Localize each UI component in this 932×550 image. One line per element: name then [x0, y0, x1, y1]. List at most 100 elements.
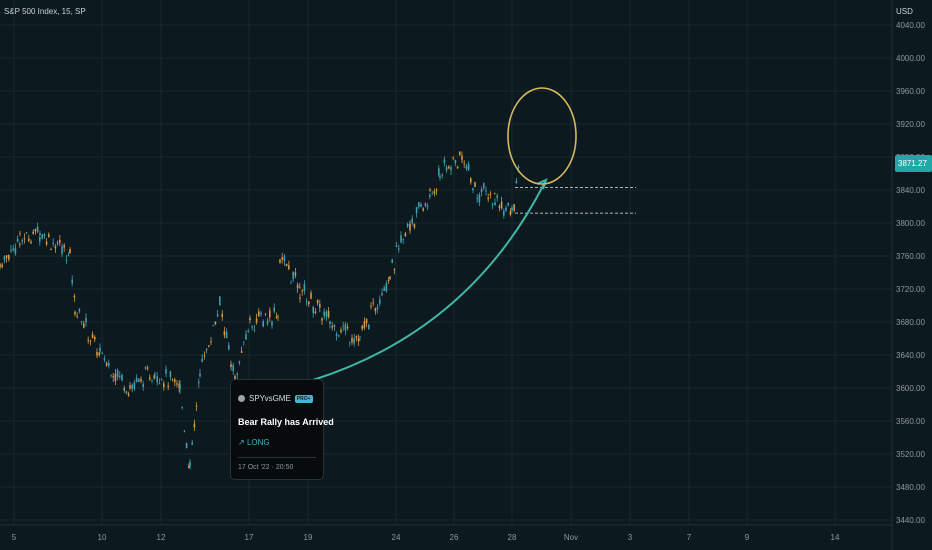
- candle-body: [174, 379, 176, 382]
- candle-body: [142, 384, 144, 388]
- candle-body: [19, 243, 21, 245]
- candle-body: [78, 309, 81, 312]
- candle-body: [160, 378, 163, 380]
- candle-body: [1, 264, 3, 268]
- idea-direction: ↗ LONG: [238, 438, 270, 447]
- x-tick-label: 9: [745, 533, 750, 542]
- idea-card[interactable]: SPYvsGME PRO+ Bear Rally has Arrived ↗ L…: [230, 379, 334, 480]
- candle-body: [443, 159, 446, 163]
- candle-body: [205, 348, 208, 350]
- candle-body: [266, 320, 269, 324]
- candle-body: [459, 151, 461, 156]
- candle-body: [183, 430, 186, 432]
- chart-grid: [0, 0, 892, 525]
- candle-body: [359, 336, 361, 338]
- y-tick-label: 3480.00: [896, 483, 925, 492]
- candle-body: [439, 176, 441, 178]
- candle-body: [14, 247, 17, 254]
- candle-body: [21, 239, 23, 242]
- candle-body: [156, 376, 158, 383]
- y-tick-label: 3720.00: [896, 285, 925, 294]
- x-tick-label: 12: [157, 533, 166, 542]
- candle-body: [398, 248, 400, 250]
- idea-date: 17 Oct '22 · 20:50: [238, 464, 294, 471]
- candle-body: [32, 231, 34, 234]
- candle-body: [376, 307, 379, 310]
- candle-body: [48, 234, 50, 238]
- candle-body: [507, 202, 509, 206]
- direction-label: LONG: [246, 438, 270, 447]
- candle-body: [125, 391, 128, 394]
- x-tick-label: 3: [628, 533, 633, 542]
- candle-body: [255, 318, 258, 323]
- candle-body: [169, 371, 172, 377]
- candle-body: [133, 382, 136, 389]
- x-tick-label: Nov: [564, 533, 578, 542]
- candle-body: [344, 324, 347, 331]
- candle-body: [393, 269, 396, 271]
- last-price-label: 3871.27: [898, 159, 927, 168]
- candle-body: [199, 373, 201, 377]
- x-tick-label: 7: [687, 533, 692, 542]
- candle-body: [94, 336, 96, 340]
- candle-body: [505, 207, 507, 211]
- candle-body: [12, 248, 14, 251]
- candle-body: [415, 206, 418, 213]
- candle-body: [406, 223, 409, 227]
- candle-body: [76, 315, 78, 317]
- candle-body: [487, 197, 489, 200]
- candle-body: [39, 237, 41, 242]
- candle-body: [441, 174, 443, 176]
- candle-body: [52, 242, 54, 245]
- candle-body: [179, 384, 181, 389]
- candle-body: [357, 338, 360, 342]
- candle-body: [214, 321, 217, 325]
- candle-body: [103, 358, 106, 360]
- candle-body: [99, 347, 101, 352]
- candle-body: [496, 195, 498, 198]
- candle-body: [243, 341, 245, 343]
- candle-body: [181, 407, 183, 408]
- candle-body: [89, 340, 92, 342]
- candle-body: [198, 381, 200, 384]
- candle-body: [489, 193, 492, 195]
- candle-body: [491, 203, 494, 205]
- candle-body: [299, 297, 301, 299]
- candle-body: [61, 246, 63, 254]
- candle-body: [395, 245, 398, 247]
- candle-body: [340, 329, 342, 333]
- candle-body: [45, 241, 48, 245]
- y-tick-label: 3800.00: [896, 219, 925, 228]
- candle-body: [368, 324, 370, 330]
- candle-body: [154, 373, 156, 375]
- candle-body: [409, 223, 411, 231]
- candle-body: [305, 300, 308, 302]
- candle-body: [225, 332, 228, 339]
- idea-author[interactable]: SPYvsGME: [249, 394, 291, 403]
- candle-body: [216, 314, 219, 317]
- candle-body: [3, 256, 6, 260]
- candle-body: [433, 191, 436, 194]
- candle-body: [30, 241, 32, 244]
- candle-body: [165, 368, 167, 374]
- candle-body: [402, 239, 404, 241]
- y-tick-label: 3440.00: [896, 516, 925, 525]
- pro-badge: PRO+: [294, 394, 313, 403]
- candle-body: [299, 287, 301, 289]
- y-tick-label: 3840.00: [896, 186, 925, 195]
- x-tick-label: 14: [831, 533, 840, 542]
- candle-body: [385, 283, 388, 292]
- candle-body: [454, 160, 457, 164]
- price-candles: [0, 151, 520, 470]
- candle-body: [188, 465, 190, 469]
- candle-body: [251, 326, 253, 328]
- user-avatar-icon[interactable]: [238, 395, 245, 402]
- candle-body: [144, 367, 147, 369]
- candle-body: [185, 443, 188, 449]
- last-price-tag: [895, 155, 932, 172]
- candle-body: [435, 190, 438, 191]
- candle-body: [498, 205, 501, 208]
- idea-title[interactable]: Bear Rally has Arrived: [238, 417, 334, 427]
- drawing-annotations[interactable]: [312, 87, 636, 381]
